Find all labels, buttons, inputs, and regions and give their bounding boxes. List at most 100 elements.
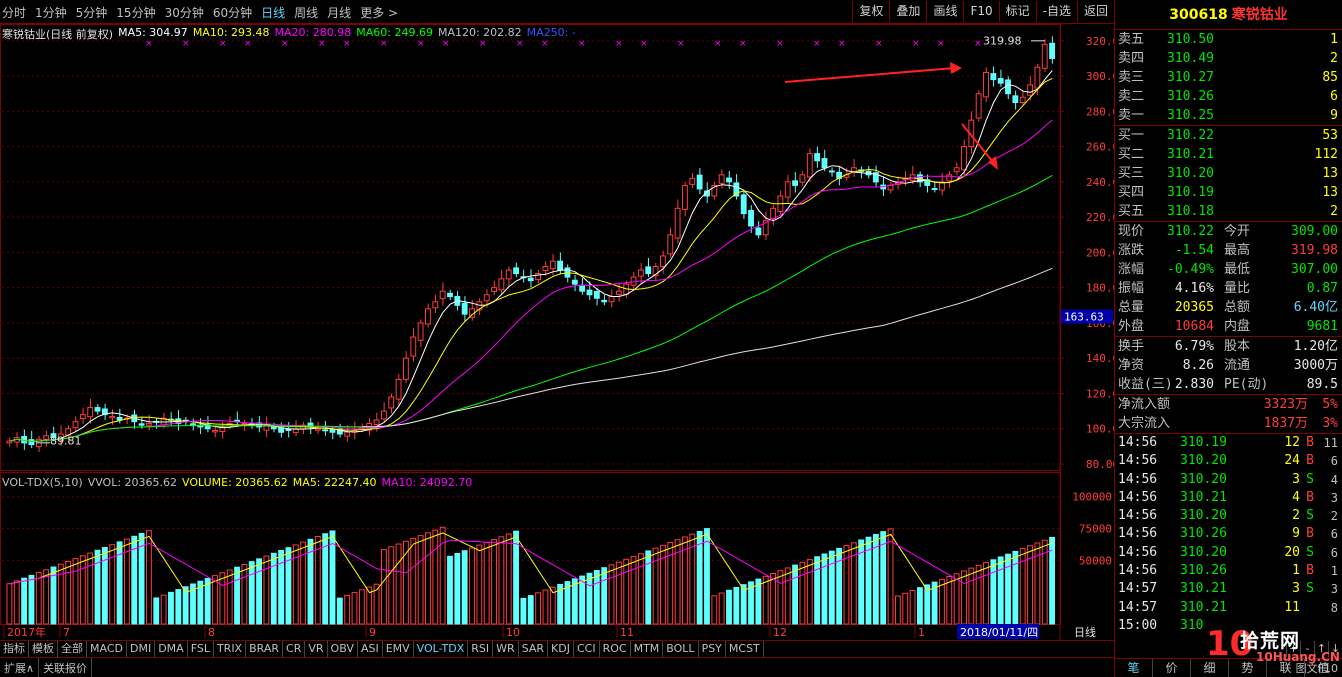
volume-bar bbox=[410, 537, 417, 625]
tool-button-3[interactable]: F10 bbox=[963, 1, 998, 22]
volume-bar bbox=[476, 544, 483, 625]
scroll-button[interactable]: + bbox=[1286, 641, 1300, 657]
price-tick-label: 240.0 bbox=[1086, 176, 1114, 189]
order-volume: 85 bbox=[1322, 70, 1338, 85]
volume-bar bbox=[256, 558, 262, 625]
chart-title: 寒锐钴业(日线 前复权) bbox=[2, 28, 114, 41]
volume-bar bbox=[704, 528, 710, 625]
volume-bar bbox=[300, 541, 307, 625]
annotation-arrowhead bbox=[950, 62, 962, 74]
indicator-tab-wr[interactable]: WR bbox=[493, 641, 519, 657]
detail-tab[interactable]: 联 bbox=[1267, 659, 1305, 677]
stat-label: 净资 bbox=[1118, 358, 1145, 373]
period-tab-0[interactable]: 分时 bbox=[2, 6, 27, 20]
period-tab-4[interactable]: 30分钟 bbox=[164, 6, 204, 20]
volume-bar bbox=[608, 564, 615, 625]
indicator-tab-rsi[interactable]: RSI bbox=[468, 641, 494, 657]
tool-button-1[interactable]: 叠加 bbox=[889, 1, 926, 22]
volume-bar bbox=[219, 572, 226, 625]
candle-body bbox=[946, 174, 953, 182]
detail-tab[interactable]: 笔 bbox=[1115, 659, 1153, 677]
candle-body bbox=[373, 419, 380, 426]
period-tab-3[interactable]: 15分钟 bbox=[116, 6, 156, 20]
scroll-button[interactable]: ↓ bbox=[1328, 641, 1342, 657]
period-tab-2[interactable]: 5分钟 bbox=[75, 6, 108, 20]
indicator-tab-全部[interactable]: 全部 bbox=[58, 641, 87, 657]
buy-orders: 买一 310.22 53 买二 310.21 112 买三 310.20 13 买四 310.19 1… bbox=[1115, 126, 1342, 221]
volume-bar bbox=[667, 542, 674, 625]
tool-button-4[interactable]: 标记 bbox=[998, 1, 1036, 22]
volume-bar bbox=[858, 539, 865, 625]
indicator-tab-emv[interactable]: EMV bbox=[383, 641, 414, 657]
ext-tab[interactable]: 关联报价 bbox=[39, 658, 93, 677]
indicator-tab-dma[interactable]: DMA bbox=[155, 641, 188, 657]
period-tab-6[interactable]: 日线 bbox=[261, 6, 286, 20]
detail-tab[interactable]: 价 bbox=[1153, 659, 1191, 677]
indicator-tab-obv[interactable]: OBV bbox=[328, 641, 358, 657]
indicator-tab-brar[interactable]: BRAR bbox=[246, 641, 284, 657]
detail-tab[interactable]: 细 bbox=[1191, 659, 1229, 677]
indicator-tab-roc[interactable]: ROC bbox=[600, 641, 631, 657]
volume-bar bbox=[850, 542, 857, 625]
indicator-tab-vol-tdx[interactable]: VOL-TDX bbox=[414, 641, 469, 657]
candle-body bbox=[608, 295, 615, 303]
volume-bar bbox=[777, 570, 784, 625]
chart-tools: 复权 叠加 画线 F10 标记 -自选 返回 bbox=[852, 1, 1114, 22]
detail-tab[interactable]: 势 bbox=[1229, 659, 1267, 677]
indicator-tab-cr[interactable]: CR bbox=[283, 641, 306, 657]
candle-body bbox=[87, 407, 94, 418]
volume-bar bbox=[153, 597, 160, 625]
indicator-tab-mcst[interactable]: MCST bbox=[726, 641, 764, 657]
tuwen-f10-button[interactable]: 图文F10 bbox=[1295, 662, 1338, 675]
indicator-tab-asi[interactable]: ASI bbox=[358, 641, 383, 657]
stat-label: 今开 bbox=[1224, 224, 1251, 239]
trade-price: 310.21 bbox=[1180, 599, 1227, 615]
candle-body bbox=[799, 174, 806, 183]
candle-body bbox=[806, 153, 813, 178]
period-tab-8[interactable]: 月线 bbox=[327, 6, 352, 20]
trade-count: 6 bbox=[1330, 545, 1338, 560]
tool-button-6[interactable]: 返回 bbox=[1076, 1, 1114, 22]
volume-bar bbox=[35, 572, 42, 625]
indicator-tab-cci[interactable]: CCI bbox=[574, 641, 600, 657]
indicator-tab-macd[interactable]: MACD bbox=[87, 641, 127, 657]
trade-time: 14:56 bbox=[1118, 563, 1158, 579]
stat-value: 2.830 bbox=[1174, 377, 1214, 392]
indicator-tab-模板[interactable]: 模板 bbox=[29, 641, 58, 657]
volume-bar bbox=[726, 589, 732, 625]
indicator-tab-boll[interactable]: BOLL bbox=[663, 641, 699, 657]
tool-button-2[interactable]: 画线 bbox=[926, 1, 963, 22]
volume-bar bbox=[469, 547, 475, 625]
indicator-tab-kdj[interactable]: KDJ bbox=[548, 641, 574, 657]
volume-bar bbox=[285, 547, 292, 625]
indicator-tab-psy[interactable]: PSY bbox=[699, 641, 726, 657]
kline-chart-svg[interactable]: 320.0300.0280.0260.0240.0220.0200.0180.0… bbox=[0, 24, 1114, 640]
scroll-button[interactable]: - bbox=[1300, 641, 1314, 657]
order-row: 卖四 310.49 2 bbox=[1115, 49, 1342, 68]
indicator-tab-指标[interactable]: 指标 bbox=[0, 641, 29, 657]
period-tab-1[interactable]: 1分钟 bbox=[35, 6, 67, 20]
ext-tab[interactable]: 扩展∧ bbox=[0, 658, 40, 677]
period-tab-7[interactable]: 周线 bbox=[294, 6, 319, 20]
stock-title: 300618 寒锐钴业 bbox=[1115, 0, 1342, 30]
tool-button-0[interactable]: 复权 bbox=[852, 1, 889, 22]
period-tab-9[interactable]: 更多 > bbox=[360, 6, 399, 20]
indicator-tab-mtm[interactable]: MTM bbox=[631, 641, 664, 657]
indicator-tab-vr[interactable]: VR bbox=[305, 641, 328, 657]
volume-bar bbox=[887, 528, 894, 625]
indicator-tab-sar[interactable]: SAR bbox=[519, 641, 549, 657]
detail-tab[interactable]: 值 bbox=[1305, 659, 1342, 677]
trade-count: 8 bbox=[1330, 600, 1338, 615]
order-label: 卖二 bbox=[1118, 89, 1145, 104]
order-volume: 13 bbox=[1322, 166, 1338, 181]
kline-chart-area[interactable]: 320.0300.0280.0260.0240.0220.0200.0180.0… bbox=[0, 24, 1114, 640]
indicator-tab-dmi[interactable]: DMI bbox=[127, 641, 156, 657]
signal-marker: × bbox=[516, 39, 524, 49]
candle-body bbox=[667, 234, 674, 255]
period-tab-5[interactable]: 60分钟 bbox=[212, 6, 253, 20]
tool-button-5[interactable]: -自选 bbox=[1035, 1, 1077, 22]
scroll-button[interactable]: ↑ bbox=[1314, 641, 1328, 657]
indicator-tab-trix[interactable]: TRIX bbox=[214, 641, 247, 657]
trade-price: 310.26 bbox=[1180, 526, 1227, 542]
indicator-tab-fsl[interactable]: FSL bbox=[188, 641, 214, 657]
